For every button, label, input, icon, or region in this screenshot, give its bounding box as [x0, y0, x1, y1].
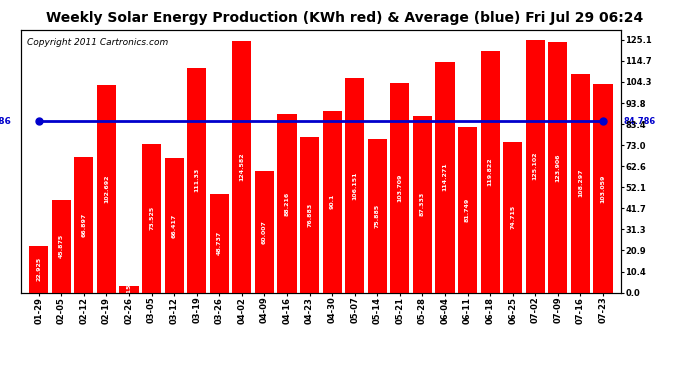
Bar [391, 83, 409, 292]
Text: 60.007: 60.007 [262, 220, 267, 244]
Text: 125.102: 125.102 [533, 152, 538, 180]
Bar [119, 286, 139, 292]
Text: 84.786: 84.786 [623, 117, 656, 126]
Bar [300, 137, 319, 292]
Text: 90.1: 90.1 [330, 194, 335, 209]
Text: 103.709: 103.709 [397, 174, 402, 202]
Text: 102.692: 102.692 [104, 175, 109, 203]
Bar [593, 84, 613, 292]
Text: Copyright 2011 Cartronics.com: Copyright 2011 Cartronics.com [27, 38, 168, 47]
Text: 103.059: 103.059 [600, 174, 605, 202]
Text: 66.897: 66.897 [81, 213, 86, 237]
Text: 111.33: 111.33 [194, 168, 199, 192]
Bar [503, 142, 522, 292]
Text: 45.875: 45.875 [59, 234, 63, 258]
Text: 84.786: 84.786 [0, 117, 12, 126]
Bar [29, 246, 48, 292]
Bar [165, 158, 184, 292]
Text: 3.152: 3.152 [126, 279, 132, 299]
Bar [255, 171, 274, 292]
Bar [571, 74, 590, 292]
Bar [526, 40, 545, 292]
Bar [413, 116, 432, 292]
Text: Weekly Solar Energy Production (KWh red) & Average (blue) Fri Jul 29 06:24: Weekly Solar Energy Production (KWh red)… [46, 11, 644, 25]
Bar [187, 68, 206, 292]
Text: 124.582: 124.582 [239, 152, 244, 181]
Bar [549, 42, 567, 292]
Text: 66.417: 66.417 [172, 213, 177, 238]
Text: 48.737: 48.737 [217, 231, 221, 255]
Bar [142, 144, 161, 292]
Bar [97, 85, 116, 292]
Bar [435, 62, 455, 292]
Bar [368, 139, 387, 292]
Text: 75.885: 75.885 [375, 204, 380, 228]
Text: 22.925: 22.925 [37, 257, 41, 282]
Bar [52, 200, 71, 292]
Bar [458, 128, 477, 292]
Text: 123.906: 123.906 [555, 153, 560, 182]
Bar [75, 158, 93, 292]
Bar [277, 114, 297, 292]
Bar [480, 51, 500, 292]
Bar [322, 111, 342, 292]
Text: 76.883: 76.883 [307, 203, 312, 227]
Text: 119.822: 119.822 [488, 157, 493, 186]
Text: 73.525: 73.525 [149, 206, 154, 230]
Bar [233, 41, 251, 292]
Text: 106.151: 106.151 [352, 171, 357, 200]
Text: 114.271: 114.271 [442, 163, 448, 192]
Text: 74.715: 74.715 [510, 205, 515, 229]
Text: 81.749: 81.749 [465, 198, 470, 222]
Text: 87.333: 87.333 [420, 192, 425, 216]
Text: 108.297: 108.297 [578, 169, 583, 197]
Bar [210, 194, 229, 292]
Bar [345, 78, 364, 292]
Text: 88.216: 88.216 [284, 191, 290, 216]
